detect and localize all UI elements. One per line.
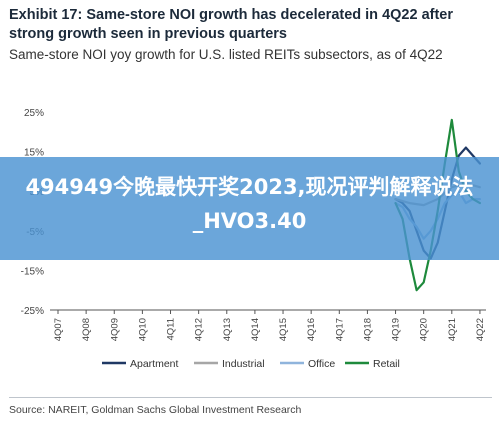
legend-label-apartment: Apartment [130,358,179,370]
y-tick-label: -25% [21,306,44,317]
x-tick-label: 4Q18 [362,318,373,341]
source-divider [9,397,492,398]
legend-label-office: Office [308,358,335,370]
legend: Apartment Industrial Office Retail [102,358,400,370]
legend-label-industrial: Industrial [222,358,265,370]
x-tick-label: 4Q14 [250,318,261,341]
chart-title: Exhibit 17: Same-store NOI growth has de… [9,7,453,42]
x-tick-label: 4Q21 [447,318,458,341]
x-tick-label: 4Q11 [166,318,177,341]
x-tick-label: 4Q17 [334,318,345,341]
x-tick-label: 4Q09 [109,318,120,341]
x-tick-label: 4Q19 [391,318,402,341]
chart-subtitle: Same-store NOI yoy growth for U.S. liste… [9,47,443,62]
x-tick-label: 4Q12 [194,318,205,341]
source-note: Source: NAREIT, Goldman Sachs Global Inv… [9,404,302,416]
watermark-banner [0,157,499,260]
x-tick-label: 4Q08 [81,318,92,341]
y-tick-label: -15% [21,266,44,277]
x-axis: 4Q07 4Q08 4Q09 4Q10 4Q11 4Q12 4Q13 4Q14 4Q15 4Q16… [50,309,486,341]
x-tick-label: 4Q15 [278,318,289,341]
x-tick-label: 4Q07 [53,318,64,341]
y-tick-label: 15% [24,148,44,159]
x-tick-label: 4Q16 [306,318,317,341]
x-tick-label: 4Q22 [475,318,486,341]
legend-label-retail: Retail [373,358,400,370]
x-tick-label: 4Q10 [137,318,148,341]
watermark-text: 494949今晚最快开奖2023,现况评判解释说法_HVO3.40 [25,175,474,233]
x-tick-label: 4Q13 [222,318,233,341]
x-tick-label: 4Q20 [419,318,430,341]
y-tick-label: 25% [24,108,44,119]
